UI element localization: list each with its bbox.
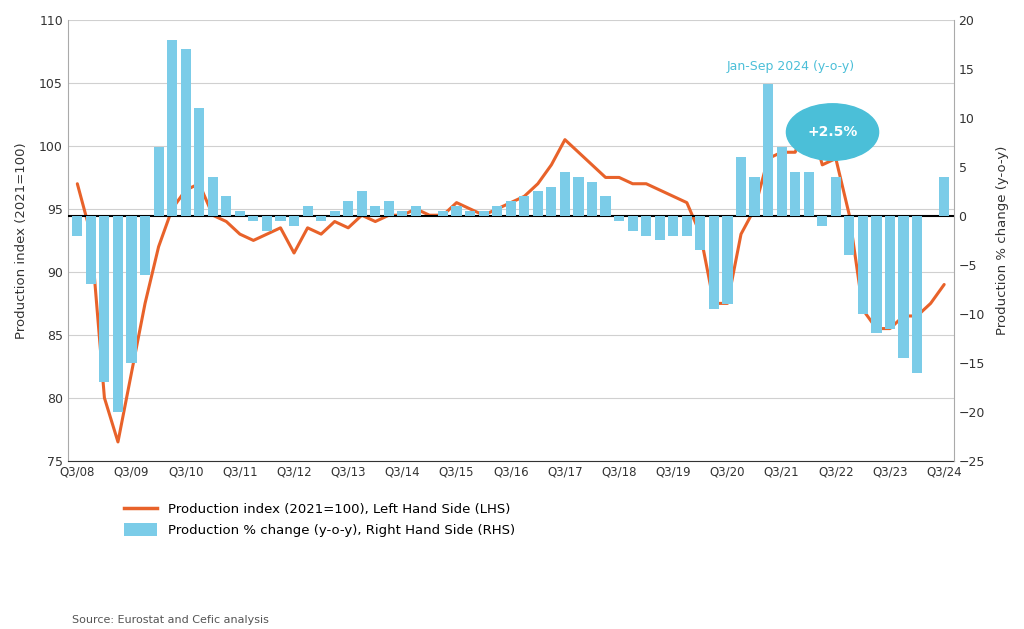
Bar [669,216,678,235]
Bar [140,216,151,275]
Bar [830,177,841,216]
Bar [356,191,367,216]
Bar [234,211,245,216]
Bar [573,177,584,216]
Bar [912,216,923,372]
Bar [411,206,421,216]
Bar [750,177,760,216]
Bar [587,182,597,216]
Bar [614,216,625,221]
Bar [262,216,272,231]
Bar [126,216,136,363]
Bar [736,157,746,216]
Bar [452,206,462,216]
Bar [722,216,732,304]
Bar [654,216,665,240]
Bar [478,211,488,216]
Text: Jan-Sep 2024 (y-o-y): Jan-Sep 2024 (y-o-y) [727,60,855,72]
Bar [371,206,380,216]
Bar [180,50,190,216]
Y-axis label: Production % change (y-o-y): Production % change (y-o-y) [996,146,1009,335]
Bar [547,187,556,216]
Legend: Production index (2021=100), Left Hand Side (LHS), Production % change (y-o-y), : Production index (2021=100), Left Hand S… [119,497,520,542]
Bar [465,211,475,216]
Bar [154,147,164,216]
Bar [791,172,801,216]
Bar [532,191,543,216]
Bar [763,84,773,216]
Bar [776,147,786,216]
Bar [858,216,868,314]
Bar [804,172,814,216]
Bar [384,201,394,216]
Bar [628,216,638,231]
Bar [302,206,312,216]
Y-axis label: Production index (2021=100): Production index (2021=100) [15,142,28,339]
Bar [167,40,177,216]
Bar [221,196,231,216]
Bar [885,216,895,328]
Bar [86,216,96,284]
Bar [506,201,516,216]
Bar [695,216,706,250]
Bar [641,216,651,235]
Text: +2.5%: +2.5% [807,125,858,139]
Bar [208,177,218,216]
Bar [195,108,205,216]
Bar [316,216,327,221]
Bar [519,196,529,216]
Bar [249,216,258,221]
Bar [343,201,353,216]
Bar [438,211,449,216]
Bar [275,216,286,221]
Bar [871,216,882,333]
Bar [682,216,692,235]
Bar [289,216,299,226]
Bar [113,216,123,412]
Bar [73,216,82,235]
Bar [397,211,408,216]
Bar [817,216,827,226]
Bar [99,216,110,382]
Bar [330,211,340,216]
Bar [844,216,854,255]
Text: Source: Eurostat and Cefic analysis: Source: Eurostat and Cefic analysis [72,615,268,625]
Bar [560,172,570,216]
Bar [898,216,908,358]
Bar [709,216,719,309]
Bar [939,177,949,216]
Bar [493,206,503,216]
Bar [600,196,610,216]
